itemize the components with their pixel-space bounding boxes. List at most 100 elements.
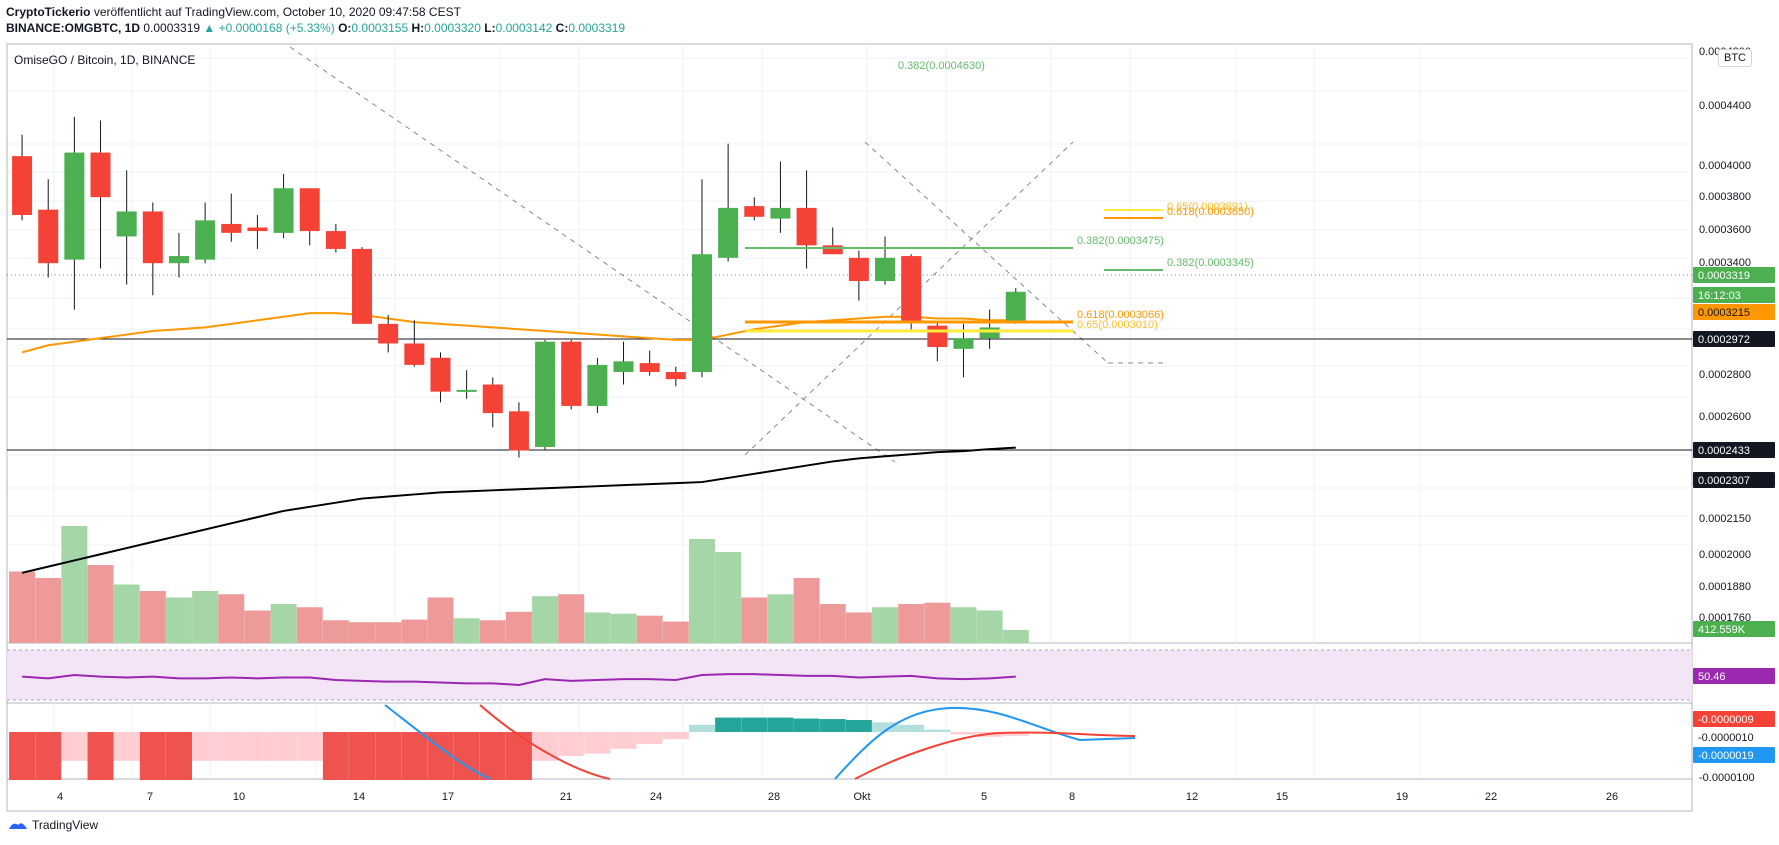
signal-tag-bg xyxy=(1693,711,1775,727)
macd-histogram-bar xyxy=(296,732,323,761)
publish-header: CryptoTickerio veröffentlicht auf Tradin… xyxy=(6,5,461,19)
trend-drawings xyxy=(7,46,1692,463)
volume-bar xyxy=(244,610,271,643)
fib-label-65b: 0.65(0.0003010) xyxy=(1077,319,1158,331)
brand-label: TradingView xyxy=(32,818,99,832)
low-price-tag: 0.0002433 xyxy=(1698,445,1750,457)
ohlc-header: BINANCE:OMGBTC, 1D 0.0003319 ▲ +0.000016… xyxy=(6,21,625,35)
high-value: 0.0003320 xyxy=(424,21,481,35)
time-axis-tick: 19 xyxy=(1396,791,1408,803)
macd-line xyxy=(384,704,1136,780)
volume-bar xyxy=(741,597,768,643)
level-price-tag-bg xyxy=(1693,331,1775,347)
macd-histogram-bar xyxy=(584,732,611,754)
candle-body xyxy=(979,327,1000,339)
volume-bar xyxy=(610,613,637,643)
macd-indicator xyxy=(9,704,1136,780)
time-axis-tick: Okt xyxy=(853,791,870,803)
candle-body xyxy=(482,384,503,414)
candle-body xyxy=(299,188,320,232)
volume-bar xyxy=(1002,630,1029,643)
fib-label-382a: 0.382(0.0003475) xyxy=(1077,235,1164,247)
time-axis-tick: 8 xyxy=(1069,791,1075,803)
ma-long-price-tag: 0.0002307 xyxy=(1698,475,1750,487)
candle-body xyxy=(1005,291,1026,323)
ma-long-line xyxy=(21,446,1016,574)
price-axis-tick: 0.0002800 xyxy=(1699,369,1751,381)
volume-bar xyxy=(924,602,951,643)
candle-body xyxy=(691,254,712,373)
price-axis-tick: 0.0003800 xyxy=(1699,191,1751,203)
level-price-tag: 0.0002972 xyxy=(1698,334,1750,346)
candle-body xyxy=(142,211,163,264)
last-price: 0.0003319 xyxy=(143,21,201,35)
fib-label-618b: 0.618(0.0003066) xyxy=(1077,309,1164,321)
time-axis-tick: 17 xyxy=(442,791,454,803)
macd-histogram-bar xyxy=(767,717,794,732)
candle-body xyxy=(953,338,974,349)
volume-bar xyxy=(532,596,559,643)
macd-histogram-bar xyxy=(845,720,872,732)
time-axis-tick: 24 xyxy=(650,791,662,803)
macd-histogram-bar xyxy=(636,732,663,744)
candle-body xyxy=(561,341,582,406)
volume-bar xyxy=(662,621,689,643)
volume-bar xyxy=(61,526,88,643)
price-axis-tick: -0.0000100 xyxy=(1699,772,1755,784)
rsi-line xyxy=(22,673,1016,687)
price-axis-tick: 0.0002600 xyxy=(1699,411,1751,423)
volume-bar xyxy=(558,594,585,643)
volume-tag-bg xyxy=(1693,621,1775,637)
currency-badge[interactable]: BTC xyxy=(1718,49,1752,67)
volume-bar xyxy=(950,607,977,643)
candle-body xyxy=(247,227,268,232)
macd-tag-bg xyxy=(1693,747,1775,763)
macd-histogram-bar xyxy=(793,718,820,732)
macd-histogram-bar xyxy=(924,729,951,732)
volume-bar xyxy=(322,620,349,643)
time-axis-tick: 21 xyxy=(560,791,572,803)
macd-histogram-bar xyxy=(662,732,689,740)
time-axis-tick: 15 xyxy=(1276,791,1288,803)
candle-body xyxy=(378,323,399,344)
volume-bar xyxy=(793,578,820,643)
macd-histogram-bar xyxy=(139,732,166,780)
candle-body xyxy=(12,156,33,216)
footer-brand[interactable]: TradingView xyxy=(8,818,98,832)
low-value: 0.0003142 xyxy=(495,21,553,35)
ma-price-tag: 0.0003215 xyxy=(1698,307,1750,319)
candle-body xyxy=(875,257,896,282)
close-value: 0.0003319 xyxy=(568,21,626,35)
volume-bar xyxy=(35,578,62,643)
open-label: O: xyxy=(338,21,352,35)
time-axis-tick: 12 xyxy=(1186,791,1198,803)
fibonacci-levels: 0.382(0.0004630) 0.382(0.0003475)0.382(0.… xyxy=(745,60,1254,333)
volume-bar xyxy=(87,565,114,643)
author-name[interactable]: CryptoTickerio xyxy=(6,5,91,19)
signal-tag: -0.0000009 xyxy=(1698,714,1754,726)
fib-label-65: 0.65(0.0003691) xyxy=(1167,201,1248,213)
macd-histogram-bar xyxy=(427,732,454,780)
volume-bar xyxy=(218,594,245,643)
volume-bar xyxy=(139,591,166,643)
volume-bar xyxy=(165,597,192,643)
macd-histogram-bar xyxy=(87,732,114,780)
candle-body xyxy=(38,209,59,264)
macd-histogram-bar xyxy=(558,732,585,756)
ma-short-line xyxy=(21,312,1016,354)
macd-histogram-bar xyxy=(113,732,140,761)
candle-body xyxy=(456,389,477,392)
volume-bar xyxy=(872,607,899,643)
volume-bar xyxy=(349,622,376,643)
macd-histogram-bar xyxy=(401,732,428,780)
candle-body xyxy=(168,256,189,264)
candlestick-series xyxy=(12,116,1026,458)
macd-histogram-bar xyxy=(349,732,376,780)
volume-bar xyxy=(296,607,323,643)
volume-bar xyxy=(479,620,506,643)
candle-body xyxy=(535,341,556,447)
signal-line xyxy=(479,704,1136,780)
volume-bar xyxy=(767,594,794,643)
volume-bar xyxy=(9,571,36,643)
